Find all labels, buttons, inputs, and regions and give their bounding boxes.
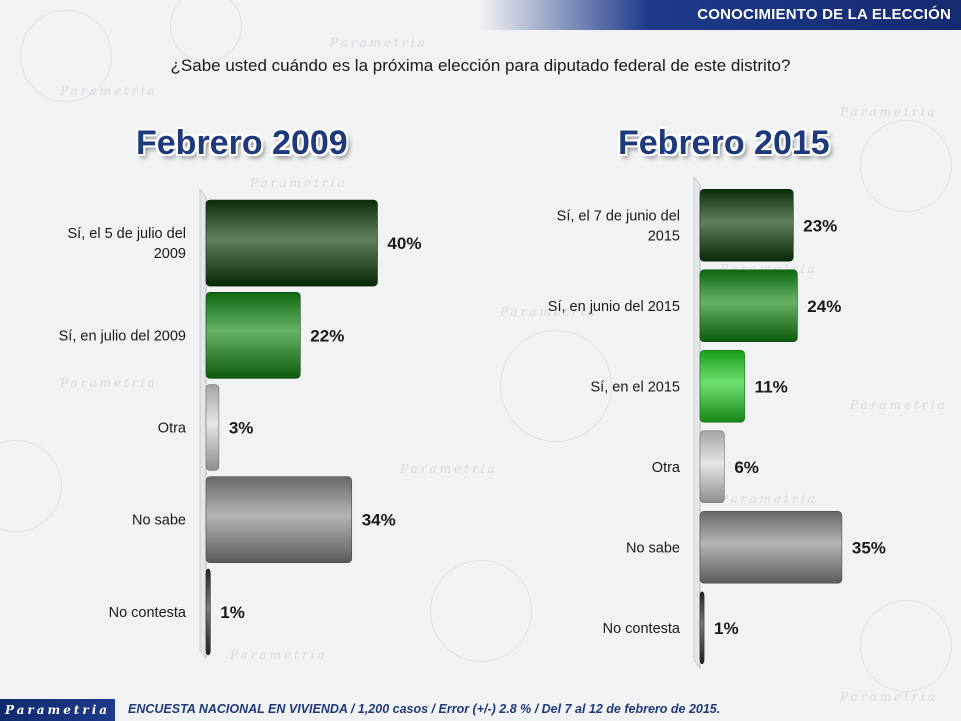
- bar-chart-0: 40% Sí, el 5 de julio del 2009 22% Sí, en ju…: [59, 187, 421, 660]
- category-label-line: Sí, el 5 de julio del: [68, 226, 187, 242]
- value-label: 6%: [734, 458, 759, 477]
- category-label: No contesta: [603, 621, 681, 637]
- category-label: No sabe: [132, 513, 186, 529]
- watermark-circle: [170, 0, 242, 62]
- watermark-circle: [20, 10, 112, 102]
- category-label: Otra: [652, 460, 681, 476]
- category-label: Sí, en junio del 2015: [548, 299, 680, 315]
- watermark-circle: [860, 120, 952, 212]
- category-label-line: Sí, en el 2015: [591, 379, 681, 395]
- watermark-text: Parametria: [850, 398, 948, 412]
- category-label: Sí, en julio del 2009: [59, 328, 186, 344]
- footer-logo: Parametria: [0, 699, 115, 721]
- category-label: No sabe: [626, 540, 680, 556]
- category-label-line: No sabe: [132, 513, 186, 529]
- watermark-circle: [430, 560, 532, 662]
- survey-question: ¿Sabe usted cuándo es la próxima elecció…: [170, 56, 791, 75]
- bar-0-4: [205, 568, 211, 656]
- chart-title-2009: Febrero 2009: [136, 124, 348, 162]
- chart-title-2015: Febrero 2015: [618, 124, 830, 162]
- bar-1-4: [699, 510, 843, 584]
- bar-0-3: [205, 476, 353, 564]
- category-label-line: 2009: [154, 246, 186, 262]
- watermark-circle: [500, 330, 612, 442]
- value-label: 11%: [755, 377, 788, 396]
- axis-wall: [199, 187, 207, 660]
- value-label: 34%: [362, 511, 396, 530]
- value-label: 1%: [714, 619, 739, 638]
- header-title: CONOCIMIENTO DE LA ELECCIÓN: [697, 6, 951, 23]
- bar-0-1: [205, 291, 301, 379]
- category-label-line: Sí, en junio del 2015: [548, 299, 680, 315]
- header-band: CONOCIMIENTO DE LA ELECCIÓN: [480, 0, 961, 30]
- category-label: Sí, en el 2015: [591, 379, 681, 395]
- category-label: No contesta: [109, 605, 187, 621]
- watermark-text: Parametria: [840, 105, 938, 119]
- value-label: 3%: [229, 419, 254, 438]
- category-label-line: Otra: [652, 460, 681, 476]
- bar-1-1: [699, 269, 798, 343]
- watermark-text: Parametria: [60, 84, 158, 98]
- bar-0-2: [205, 384, 220, 471]
- bar-0-0: [205, 199, 378, 287]
- bar-1-3: [699, 430, 725, 504]
- watermark-text: Parametria: [230, 648, 328, 662]
- category-label-line: No contesta: [109, 605, 187, 621]
- watermark-text: Parametria: [720, 492, 818, 506]
- watermark-text: Parametria: [250, 176, 348, 190]
- category-label: Sí, el 5 de julio del 2009: [68, 226, 187, 262]
- category-label-line: Sí, el 7 de junio del: [557, 208, 680, 224]
- watermark-circle: [860, 600, 952, 692]
- bar-1-0: [699, 188, 794, 262]
- bar-1-2: [699, 349, 745, 423]
- value-label: 1%: [220, 603, 245, 622]
- category-label-line: 2015: [648, 228, 680, 244]
- value-label: 22%: [310, 326, 344, 345]
- watermark-text: Parametria: [330, 36, 428, 50]
- watermark-text: Parametria: [400, 462, 498, 476]
- axis-wall: [693, 175, 701, 670]
- category-label-line: Otra: [158, 421, 187, 437]
- watermark-text: Parametria: [500, 305, 598, 319]
- value-label: 40%: [387, 234, 421, 253]
- value-label: 24%: [807, 297, 841, 316]
- bar-chart-1: 23% Sí, el 7 de junio del 2015 24% Sí, en ju…: [548, 175, 886, 670]
- watermark-text: Parametria: [840, 690, 938, 704]
- category-label: Sí, el 7 de junio del 2015: [557, 208, 680, 244]
- value-label: 35%: [852, 538, 886, 557]
- category-label: Otra: [158, 421, 187, 437]
- value-label: 23%: [803, 216, 837, 235]
- footer-note: ENCUESTA NACIONAL EN VIVIENDA / 1,200 ca…: [128, 702, 721, 716]
- category-label-line: Sí, en julio del 2009: [59, 328, 186, 344]
- category-label-line: No sabe: [626, 540, 680, 556]
- watermark-text: Parametria: [60, 376, 158, 390]
- bar-1-5: [699, 591, 705, 665]
- category-label-line: No contesta: [603, 621, 681, 637]
